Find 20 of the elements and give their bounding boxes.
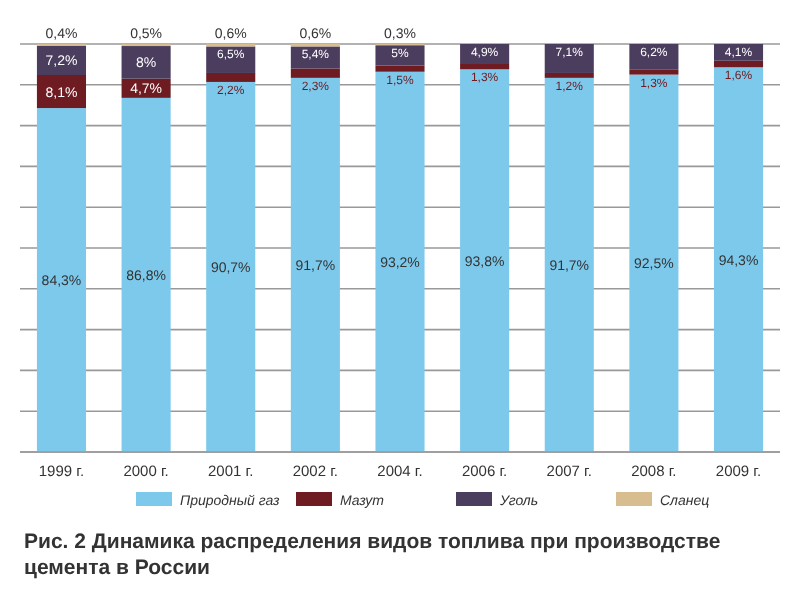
bar	[36, 108, 87, 452]
bar	[121, 97, 171, 452]
bar	[290, 68, 340, 78]
bar	[544, 77, 594, 452]
bar	[544, 72, 594, 78]
bar	[206, 81, 256, 452]
bar	[544, 44, 594, 73]
bar	[713, 67, 764, 452]
bar	[375, 71, 425, 452]
bar	[629, 74, 679, 452]
bar	[629, 69, 679, 75]
bar	[121, 46, 171, 79]
bar	[460, 63, 510, 70]
text: Рис. 2 Динамика распределения видов топлива при производстве цемента в России	[24, 530, 721, 580]
bar	[460, 69, 510, 452]
bar	[375, 45, 425, 66]
bar	[375, 65, 425, 72]
bar	[206, 72, 256, 82]
bar	[713, 60, 764, 68]
bar	[290, 77, 340, 452]
